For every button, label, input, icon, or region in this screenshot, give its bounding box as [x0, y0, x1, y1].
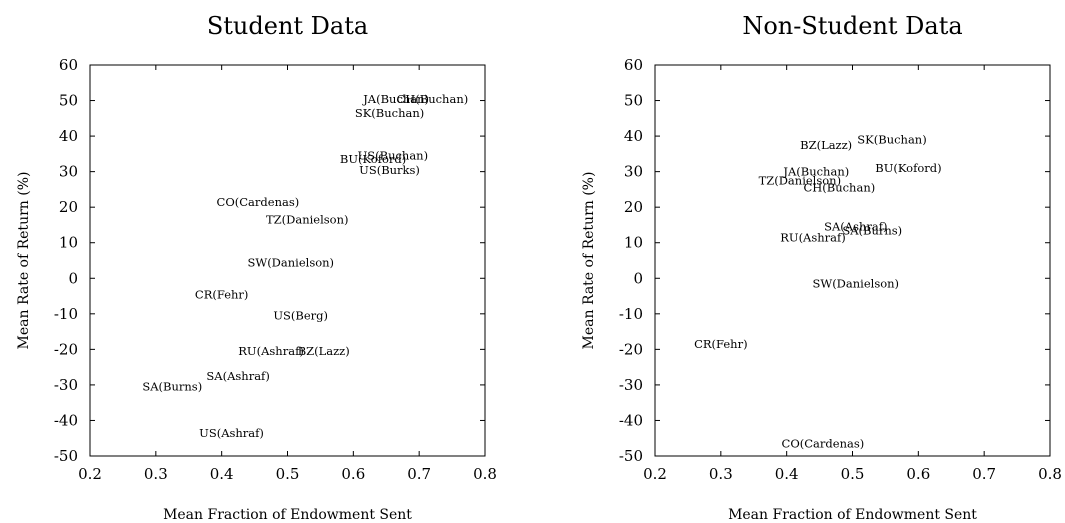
data-point-label: SK(Buchan) [355, 106, 424, 120]
y-tick-label: -20 [54, 340, 78, 358]
data-point-label: US(Ashraf) [199, 426, 264, 440]
x-tick-label: 0.4 [210, 465, 234, 483]
y-axis-label: Mean Rate of Return (%) [581, 172, 597, 350]
y-tick-label: 0 [68, 269, 78, 287]
data-point-label: TZ(Danielson) [759, 174, 842, 188]
y-tick-label: 20 [624, 198, 643, 216]
y-tick-label: 60 [59, 56, 78, 74]
y-tick-label: 50 [59, 92, 78, 110]
data-point-label: US(Berg) [273, 309, 328, 323]
x-tick-label: 0.7 [972, 465, 996, 483]
data-point-label: CH(Buchan) [396, 92, 468, 106]
y-axis-label: Mean Rate of Return (%) [16, 172, 32, 350]
y-tick-label: -50 [619, 447, 643, 465]
x-tick-label: 0.6 [906, 465, 930, 483]
data-point-label: CO(Cardenas) [782, 437, 865, 451]
data-point-label: JA(Buchan) [782, 165, 849, 179]
chart-title: Non-Student Data [742, 12, 962, 40]
data-point-label: SA(Burns) [842, 223, 902, 237]
x-tick-label: 0.5 [276, 465, 300, 483]
x-tick-label: 0.5 [841, 465, 865, 483]
data-point-label: CO(Cardenas) [217, 195, 300, 209]
data-point-label: JA(Buchan) [362, 92, 429, 106]
data-point-label: BU(Koford) [340, 152, 406, 166]
y-tick-label: 30 [624, 163, 643, 181]
y-tick-label: -10 [619, 305, 643, 323]
y-tick-label: -40 [619, 411, 643, 429]
x-axis-label: Mean Fraction of Endowment Sent [728, 507, 977, 523]
data-point-label: SA(Burns) [142, 380, 202, 394]
data-point-label: BZ(Lazz) [800, 138, 852, 152]
y-tick-label: 40 [59, 127, 78, 145]
data-point-label: SA(Ashraf) [824, 220, 887, 234]
data-point-label: CR(Fehr) [694, 337, 748, 351]
y-tick-label: -20 [619, 340, 643, 358]
x-tick-label: 0.2 [78, 465, 102, 483]
y-tick-label: 60 [624, 56, 643, 74]
data-point-label: BU(Koford) [875, 161, 941, 175]
plot-frame [654, 64, 1051, 457]
chart-panel-1: Student Data 0.2 0.3 0.4 0.5 0.6 0.7 0.8 -50 -40 -… [16, 12, 497, 523]
data-point-label: US(Buchan) [358, 149, 429, 163]
chart-title: Student Data [207, 12, 368, 40]
y-tick-label: -10 [54, 305, 78, 323]
data-point-label: US(Burks) [359, 163, 420, 177]
data-point-label: BZ(Lazz) [298, 344, 350, 358]
data-point-label: TZ(Danielson) [266, 213, 349, 227]
x-tick-label: 0.3 [709, 465, 733, 483]
x-tick-label: 0.3 [144, 465, 168, 483]
x-tick-label: 0.4 [775, 465, 799, 483]
data-point-label: SK(Buchan) [857, 133, 926, 147]
chart-panel-2: Non-Student Data 0.2 0.3 0.4 0.5 0.6 0.7 0.8 -50… [581, 12, 1062, 523]
data-point-label: SA(Ashraf) [206, 369, 269, 383]
data-point-label: SW(Danielson) [248, 255, 335, 269]
y-tick-label: -50 [54, 447, 78, 465]
x-tick-label: 0.2 [643, 465, 667, 483]
y-tick-label: -30 [54, 376, 78, 394]
y-tick-label: -40 [54, 411, 78, 429]
x-tick-label: 0.7 [407, 465, 431, 483]
x-tick-label: 0.8 [473, 465, 497, 483]
data-point-label: CR(Fehr) [195, 287, 249, 301]
y-tick-label: 0 [633, 269, 643, 287]
x-tick-label: 0.8 [1038, 465, 1062, 483]
y-tick-label: 10 [624, 234, 643, 252]
x-tick-label: 0.6 [341, 465, 365, 483]
y-tick-label: 30 [59, 163, 78, 181]
x-axis-label: Mean Fraction of Endowment Sent [163, 507, 412, 523]
y-tick-label: 40 [624, 127, 643, 145]
data-point-label: SW(Danielson) [813, 277, 900, 291]
y-tick-label: 50 [624, 92, 643, 110]
y-tick-label: 20 [59, 198, 78, 216]
y-tick-label: 10 [59, 234, 78, 252]
data-point-label: CH(Buchan) [803, 181, 875, 195]
y-tick-label: -30 [619, 376, 643, 394]
data-point-label: RU(Ashraf) [238, 344, 304, 358]
data-point-label: RU(Ashraf) [780, 230, 846, 244]
